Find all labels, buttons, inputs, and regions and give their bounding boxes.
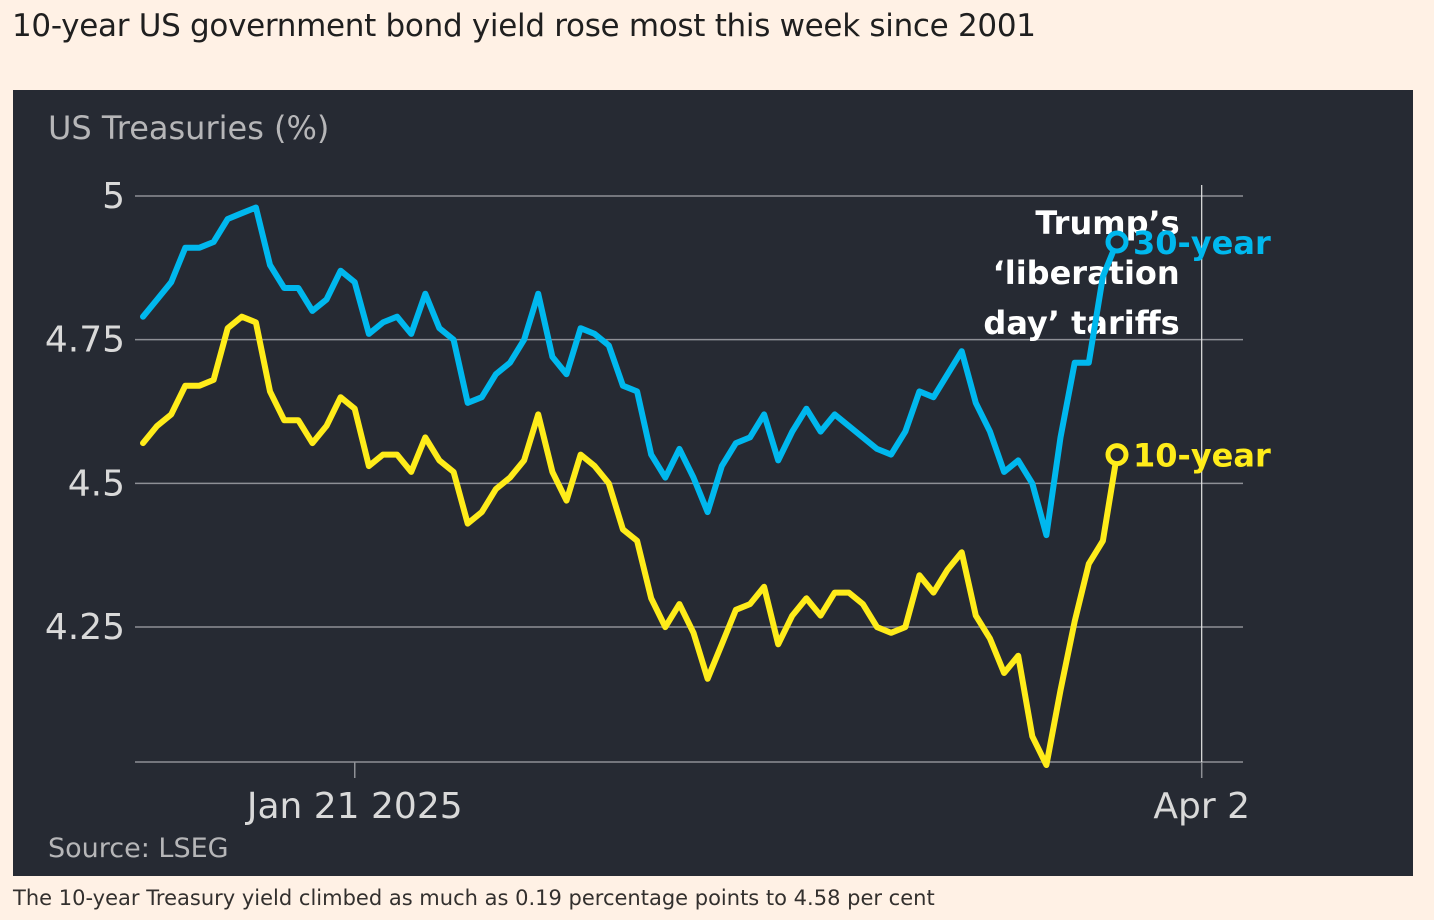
annotation-text: ‘liberation xyxy=(993,254,1180,292)
chart-title: US Treasuries (%) xyxy=(48,109,329,147)
annotation-text: day’ tariffs xyxy=(983,304,1179,342)
series-label-thirty_year: 30-year xyxy=(1133,224,1271,262)
chart-panel: US Treasuries (%) Source: LSEG 5 4.75 4.5 4.2… xyxy=(13,90,1413,876)
x-tick-label: Jan 21 2025 xyxy=(245,786,463,827)
series-line-ten_year xyxy=(140,313,1120,768)
y-tick-label: 5 xyxy=(102,176,125,217)
x-tick-label: Apr 2 xyxy=(1153,786,1250,827)
chart-caption: The 10-year Treasury yield climbed as mu… xyxy=(13,886,935,910)
chart-source: Source: LSEG xyxy=(48,833,229,864)
series-end-marker-ten_year xyxy=(1105,443,1129,467)
y-tick-label: 4.25 xyxy=(45,607,125,648)
series-end-marker-thirty_year xyxy=(1105,230,1129,254)
y-tick-label: 4.5 xyxy=(68,463,125,504)
series-line-thirty_year xyxy=(140,204,1120,539)
line-chart: US Treasuries (%) Source: LSEG 5 4.75 4.5 4.2… xyxy=(45,109,1271,864)
series-label-ten_year: 10-year xyxy=(1133,437,1271,475)
y-tick-label: 4.75 xyxy=(45,320,125,361)
chart-headline: 10-year US government bond yield rose mo… xyxy=(12,8,1036,44)
